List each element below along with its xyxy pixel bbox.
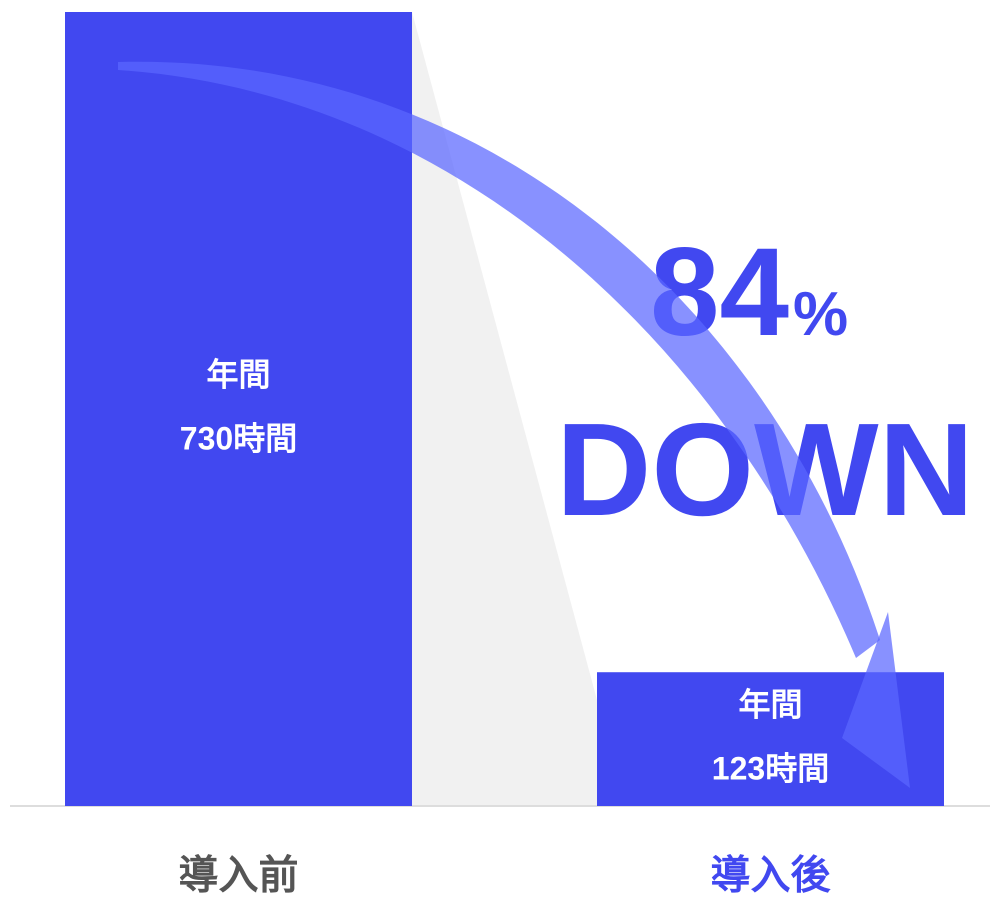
arrow [118,61,910,788]
category-label: 導入前 [179,854,299,898]
bar-value-label: 123時間 [712,751,829,787]
arrow-head [842,612,910,788]
bar-value-label: 年間 [206,356,270,392]
bar [65,12,412,806]
bar-value-label: 730時間 [180,420,297,456]
fan-shadow [412,12,597,806]
category-label: 導入後 [711,854,832,898]
percent-unit: % [793,280,848,349]
arrow-shaft [118,61,880,659]
bar-value-label: 年間 [738,687,802,723]
categories: 導入前 導入後 [179,854,832,898]
